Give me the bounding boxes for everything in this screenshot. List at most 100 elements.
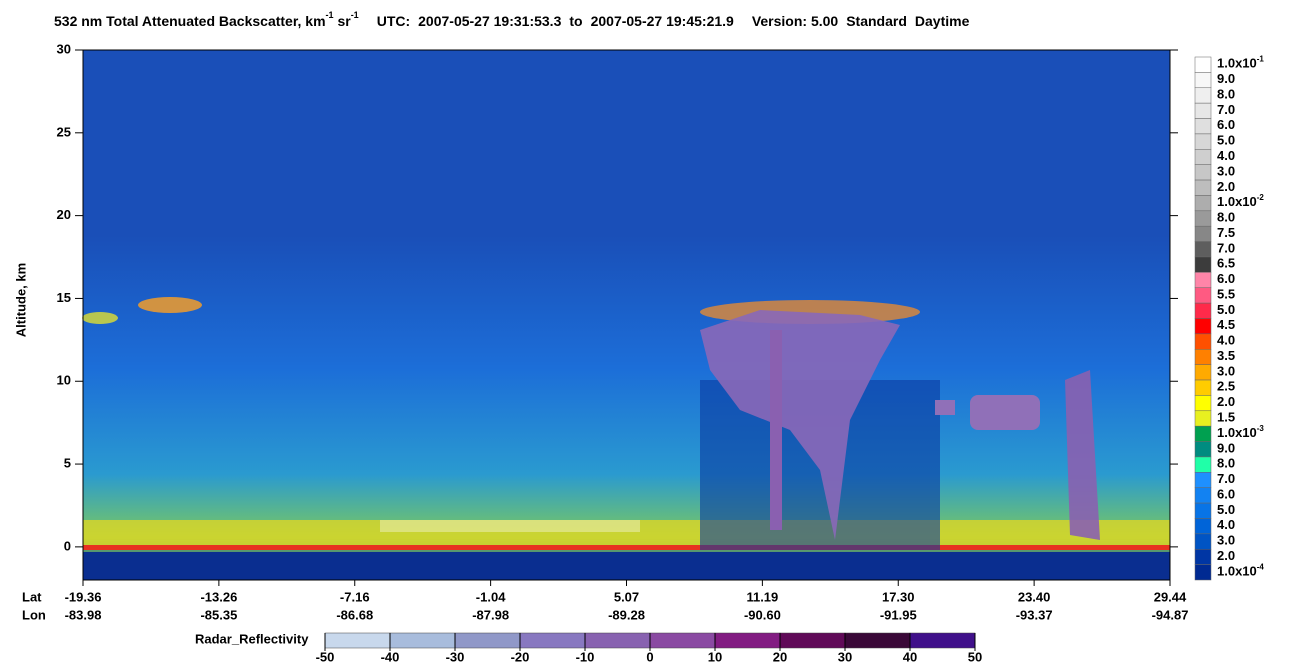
colorbar-swatch — [1194, 395, 1212, 412]
utc-to: to — [569, 13, 582, 29]
colorbar-label-base: 3.5 — [1217, 348, 1235, 363]
radar-cloud — [1065, 370, 1100, 540]
title-unit: sr — [334, 13, 352, 29]
lon-tick-label: -91.95 — [880, 607, 917, 622]
colorbar-label: 6.0 — [1217, 487, 1235, 502]
surface-return — [83, 545, 1170, 550]
colorbar-label-base: 4.0 — [1217, 148, 1235, 163]
radar-tick-label: 40 — [903, 649, 917, 664]
colorbar-label-base: 8.0 — [1217, 456, 1235, 471]
daylight: Daytime — [915, 13, 970, 29]
subsurface — [83, 552, 1170, 580]
colorbar-label: 3.0 — [1217, 533, 1235, 548]
colorbar-label: 5.5 — [1217, 287, 1235, 302]
colorbar-label: 5.0 — [1217, 302, 1235, 317]
lat-tick-label: 5.07 — [614, 589, 639, 604]
radar-swatch — [584, 632, 651, 649]
boundary-layer — [83, 520, 1170, 548]
colorbar-label-base: 6.0 — [1217, 118, 1235, 133]
colorbar-label: 1.0x10-1 — [1217, 55, 1264, 71]
y-tick-label: 25 — [57, 124, 71, 139]
colorbar-label: 1.0x10-4 — [1217, 562, 1264, 578]
radar-tick-label: -40 — [381, 649, 400, 664]
colorbar-label: 7.0 — [1217, 241, 1235, 256]
colorbar-swatch — [1194, 87, 1212, 104]
utc-end: 2007-05-27 19:45:21.9 — [591, 13, 734, 29]
colorbar-label-base: 3.0 — [1217, 164, 1235, 179]
lat-tick-label: 29.44 — [1154, 589, 1187, 604]
colorbar-label: 5.0 — [1217, 133, 1235, 148]
colorbar-swatch — [1194, 518, 1212, 535]
colorbar-label-base: 2.0 — [1217, 395, 1235, 410]
colorbar-label-base: 5.0 — [1217, 302, 1235, 317]
colorbar-label: 1.0x10-3 — [1217, 424, 1264, 440]
utc-start: 2007-05-27 19:31:53.3 — [418, 13, 561, 29]
chart-title: 532 nm Total Attenuated Backscatter, km-… — [54, 10, 970, 28]
radar-tick-label: 0 — [646, 649, 653, 664]
colorbar-label: 1.0x10-2 — [1217, 193, 1264, 209]
lat-tick-label: 17.30 — [882, 589, 915, 604]
lon-tick-label: -87.98 — [472, 607, 509, 622]
lon-tick-label: -85.35 — [200, 607, 237, 622]
colorbar-label-base: 6.5 — [1217, 256, 1235, 271]
colorbar-label: 2.0 — [1217, 548, 1235, 563]
colorbar-label-base: 4.5 — [1217, 318, 1235, 333]
lat-tick-label: -1.04 — [476, 589, 506, 604]
radar-cloud — [700, 310, 900, 540]
colorbar-label: 2.5 — [1217, 379, 1235, 394]
colorbar-label-base: 7.0 — [1217, 471, 1235, 486]
colorbar-swatch — [1194, 548, 1212, 565]
radar-tick-label: 10 — [708, 649, 722, 664]
lat-label: Lat — [22, 589, 42, 604]
colorbar-swatch — [1194, 195, 1212, 212]
lon-tick-label: -93.37 — [1016, 607, 1053, 622]
lat-tick-label: -7.16 — [340, 589, 370, 604]
colorbar-label: 6.5 — [1217, 256, 1235, 271]
plot-image — [82, 49, 1171, 581]
colorbar-swatch — [1194, 425, 1212, 442]
lat-tick-label: 23.40 — [1018, 589, 1051, 604]
colorbar-label: 4.0 — [1217, 148, 1235, 163]
radar-swatch — [714, 632, 781, 649]
y-tick-label: 20 — [57, 207, 71, 222]
utc-label: UTC: — [377, 13, 410, 29]
colorbar-label-base: 5.5 — [1217, 287, 1235, 302]
colorbar-label-exp: -3 — [1257, 424, 1265, 433]
colorbar-swatch — [1194, 410, 1212, 427]
colorbar-label: 4.0 — [1217, 518, 1235, 533]
colorbar-swatch — [1194, 164, 1212, 181]
colorbar-label: 2.0 — [1217, 179, 1235, 194]
colorbar-swatch — [1194, 256, 1212, 273]
colorbar-label-base: 3.0 — [1217, 533, 1235, 548]
colorbar-label: 3.0 — [1217, 364, 1235, 379]
colorbar-label-base: 6.0 — [1217, 487, 1235, 502]
y-tick-label: 10 — [57, 373, 71, 388]
colorbar-label-base: 7.0 — [1217, 241, 1235, 256]
colorbar-label-base: 9.0 — [1217, 441, 1235, 456]
colorbar-label: 7.0 — [1217, 471, 1235, 486]
lat-tick-label: -19.36 — [65, 589, 102, 604]
colorbar-label-base: 8.0 — [1217, 210, 1235, 225]
radar-swatch — [519, 632, 586, 649]
colorbar-label-base: 2.0 — [1217, 179, 1235, 194]
colorbar-label-base: 3.0 — [1217, 364, 1235, 379]
radar-swatch — [454, 632, 521, 649]
colorbar-swatch — [1194, 72, 1212, 89]
y-tick-label: 0 — [64, 538, 71, 553]
radar-tick-label: -20 — [511, 649, 530, 664]
colorbar-swatch — [1194, 102, 1212, 119]
colorbar-label-base: 5.0 — [1217, 502, 1235, 517]
colorbar-label-base: 6.0 — [1217, 271, 1235, 286]
colorbar-label-base: 2.0 — [1217, 548, 1235, 563]
colorbar-label-base: 5.0 — [1217, 133, 1235, 148]
radar-swatch — [324, 632, 391, 649]
radar-swatch — [844, 632, 911, 649]
colorbar-label: 8.0 — [1217, 87, 1235, 102]
y-tick-label: 30 — [57, 41, 71, 56]
radar-cloud — [770, 330, 782, 530]
colorbar-swatch — [1194, 56, 1212, 73]
lon-tick-label: -94.87 — [1152, 607, 1189, 622]
cirrus — [82, 312, 118, 324]
colorbar-label-base: 1.0x10 — [1217, 425, 1257, 440]
